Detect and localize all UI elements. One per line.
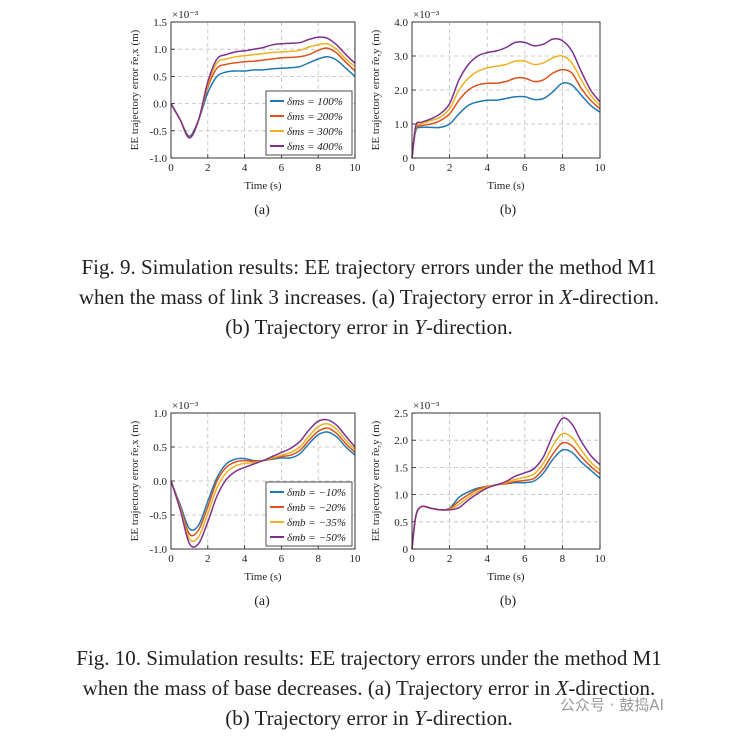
fig10a-legend-entry-4: δmb = −50%: [287, 532, 346, 544]
fig9b-xtick-label: 8: [560, 162, 566, 174]
fig10b-xlabel: Time (s): [487, 571, 525, 583]
fig10b-frame: [411, 412, 601, 550]
fig10b-series-4-line: [411, 417, 601, 550]
fig9b-ytick-label: 1.0: [394, 119, 408, 131]
fig9b-chart: 0 2 4 6 8 10 0 1.0 2.0 3.0 4.0 ×10⁻³ Time (s) EE traj…: [370, 9, 606, 218]
fig9a-xtick-label: 10: [350, 162, 362, 174]
fig10b-chart: 0 2 4 6 8 10 0 0.5 1.0 1.5 2.0 2.5 ×10⁻³ Time (s) EE t…: [370, 400, 606, 609]
fig10a-xtick-label: 4: [242, 553, 248, 565]
fig9a-chart: 0 2 4 6 8 10 -1.0 -0.5 0.0 0.5 1.0 1.5 ×10⁻³ Time (s)…: [129, 9, 361, 218]
fig10a-ytick-label: -0.5: [150, 510, 168, 522]
fig9b-xtick-label: 2: [447, 162, 453, 174]
fig10a-ylabel: EE trajectory error r̃e,x (m): [129, 420, 141, 541]
fig9-caption-line3: (b) Trajectory error in Y-direction.: [225, 315, 513, 339]
fig9a-exponent-label: ×10⁻³: [172, 9, 199, 21]
fig9a-ylabel: EE trajectory error r̃e,x (m): [129, 29, 141, 150]
fig9b-xtick-label: 10: [595, 162, 607, 174]
fig10b-panel-label: (b): [500, 594, 517, 609]
fig10a-xtick-label: 8: [315, 553, 321, 565]
fig10a-legend-entry-2: δmb = −20%: [287, 502, 346, 514]
fig10-caption-line2: when the mass of base decreases. (a) Tra…: [82, 676, 656, 700]
fig9a-series-4-line: [170, 36, 356, 139]
fig10b-xtick-label: 2: [447, 553, 453, 565]
fig10-caption-line1: Fig. 10. Simulation results: EE trajecto…: [76, 646, 662, 670]
fig10-caption-line3: (b) Trajectory error in Y-direction.: [225, 706, 513, 730]
fig10a-exponent-label: ×10⁻³: [172, 400, 199, 412]
fig10a-chart: 0 2 4 6 8 10 -1.0 -0.5 0.0 0.5 1.0 ×10⁻³ Time (s) EE …: [129, 400, 361, 609]
fig10-caption: Fig. 10. Simulation results: EE trajecto…: [0, 643, 738, 733]
fig9b-xtick-label: 6: [522, 162, 528, 174]
fig9a-ytick-label: 1.5: [153, 17, 167, 29]
fig9a-xtick-label: 0: [168, 162, 174, 174]
fig10b-xtick-label: 6: [522, 553, 528, 565]
fig10a-legend-entry-3: δmb = −35%: [287, 517, 346, 529]
fig9a-xtick-label: 6: [279, 162, 285, 174]
fig9b-ytick-label: 4.0: [394, 17, 408, 29]
fig9b-frame: [411, 21, 601, 159]
fig10a-ytick-label: 1.0: [153, 408, 167, 420]
fig10b-ytick-label: 1.5: [394, 462, 408, 474]
fig9b-series-2-line: [411, 68, 601, 159]
fig10b-ytick-label: 0.5: [394, 517, 408, 529]
fig10a-xtick-label: 6: [279, 553, 285, 565]
fig9b-exponent-label: ×10⁻³: [413, 9, 440, 21]
fig9a-ytick-label: 0.0: [153, 99, 167, 111]
fig9b-series-1-line: [411, 81, 601, 159]
fig9a-legend-entry-2: δms = 200%: [287, 111, 343, 123]
fig9b-xtick-label: 0: [409, 162, 415, 174]
fig9-caption: Fig. 9. Simulation results: EE trajector…: [0, 252, 738, 342]
fig10b-ytick-label: 0: [403, 544, 409, 556]
fig9a-ytick-label: 0.5: [153, 71, 167, 83]
fig10b-xtick-label: 8: [560, 553, 566, 565]
fig10b-ytick-label: 2.0: [394, 435, 408, 447]
fig10a-xlabel: Time (s): [244, 571, 282, 583]
fig10a-xtick-label: 10: [350, 553, 362, 565]
fig9a-xtick-label: 4: [242, 162, 248, 174]
fig9b-series-3-line: [411, 54, 601, 159]
fig10a-frame: [170, 412, 356, 550]
fig10b-ylabel: EE trajectory error r̃e,y (m): [370, 420, 382, 541]
fig9b-ytick-label: 2.0: [394, 85, 408, 97]
fig9a-frame: [170, 21, 356, 159]
fig10a-ytick-label: 0.0: [153, 476, 167, 488]
fig9a-xtick-label: 2: [205, 162, 211, 174]
fig10a-ytick-label: -1.0: [150, 544, 168, 556]
fig10a-xtick-label: 0: [168, 553, 174, 565]
fig10b-xtick-label: 4: [484, 553, 490, 565]
fig9b-ytick-label: 0: [403, 153, 409, 165]
fig10a-ytick-label: 0.5: [153, 442, 167, 454]
fig9b-xtick-label: 4: [484, 162, 490, 174]
fig9b-ytick-label: 3.0: [394, 51, 408, 63]
fig10b-xtick-label: 10: [595, 553, 607, 565]
fig10a-series-4-line: [170, 418, 356, 548]
watermark: 公众号 · 鼓捣AI: [560, 696, 664, 714]
fig10b-ytick-label: 2.5: [394, 408, 408, 420]
fig9b-ylabel: EE trajectory error r̃e,y (m): [370, 29, 382, 150]
fig9a-xtick-label: 8: [315, 162, 321, 174]
fig9a-legend-entry-3: δms = 300%: [287, 126, 343, 138]
fig9a-xlabel: Time (s): [244, 180, 282, 192]
fig9b-xlabel: Time (s): [487, 180, 525, 192]
fig10b-xtick-label: 0: [409, 553, 415, 565]
fig9-caption-line2: when the mass of link 3 increases. (a) T…: [78, 285, 660, 309]
fig9-caption-line1: Fig. 9. Simulation results: EE trajector…: [81, 255, 657, 279]
fig9a-legend-entry-4: δms = 400%: [287, 141, 343, 153]
fig9a-ytick-label: -0.5: [150, 126, 168, 138]
fig10b-exponent-label: ×10⁻³: [413, 400, 440, 412]
fig10a-legend-entry-1: δmb = −10%: [287, 487, 346, 499]
fig10a-legend: δmb = −10% δmb = −20% δmb = −35% δmb = −50%: [265, 481, 353, 547]
fig9a-panel-label: (a): [254, 203, 270, 218]
fig9a-legend: δms = 100% δms = 200% δms = 300% δms = 400%: [265, 90, 353, 156]
fig9a-ytick-label: -1.0: [150, 153, 168, 165]
fig10a-xtick-label: 2: [205, 553, 211, 565]
fig10a-panel-label: (a): [254, 594, 270, 609]
fig9a-legend-entry-1: δms = 100%: [287, 96, 343, 108]
fig10b-ytick-label: 1.0: [394, 490, 408, 502]
fig9b-series-4-line: [411, 37, 601, 159]
fig9a-ytick-label: 1.0: [153, 44, 167, 56]
fig9b-panel-label: (b): [500, 203, 517, 218]
